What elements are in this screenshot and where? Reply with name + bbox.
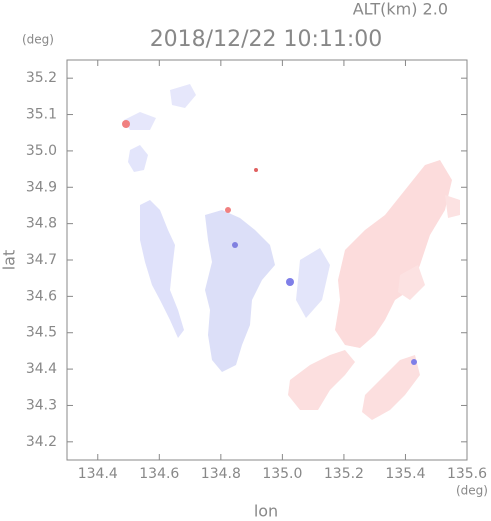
x-axis-label: lon xyxy=(254,502,278,521)
y-axis-label: lat xyxy=(0,250,19,271)
chart-title: 2018/12/22 10:11:00 xyxy=(150,27,383,52)
x-tick-label: 135.4 xyxy=(385,466,425,482)
x-tick-label: 135.0 xyxy=(262,466,302,482)
y-unit: (deg) xyxy=(22,33,54,47)
y-tick-label: 34.2 xyxy=(26,434,57,450)
x-tick-label: 135.2 xyxy=(324,466,364,482)
x-unit: (deg) xyxy=(456,484,488,498)
y-tick-label: 34.8 xyxy=(26,216,57,232)
y-tick-label: 35.2 xyxy=(26,70,57,86)
y-tick-label: 35.0 xyxy=(26,143,57,159)
y-tick-label: 34.6 xyxy=(26,288,57,304)
y-tick-label: 34.7 xyxy=(26,252,57,268)
y-tick-label: 34.5 xyxy=(26,325,57,341)
x-tick-label: 134.6 xyxy=(139,466,179,482)
y-tick-label: 34.9 xyxy=(26,179,57,195)
y-tick-label: 35.1 xyxy=(26,107,57,123)
y-tick-label: 34.3 xyxy=(26,397,57,413)
y-tick-label: 34.4 xyxy=(26,361,57,377)
radar-echoes xyxy=(122,84,460,420)
altitude-label: ALT(km) 2.0 xyxy=(353,0,448,19)
x-tick-label: 135.6 xyxy=(447,466,487,482)
x-tick-label: 134.4 xyxy=(78,466,118,482)
x-tick-label: 134.8 xyxy=(201,466,241,482)
